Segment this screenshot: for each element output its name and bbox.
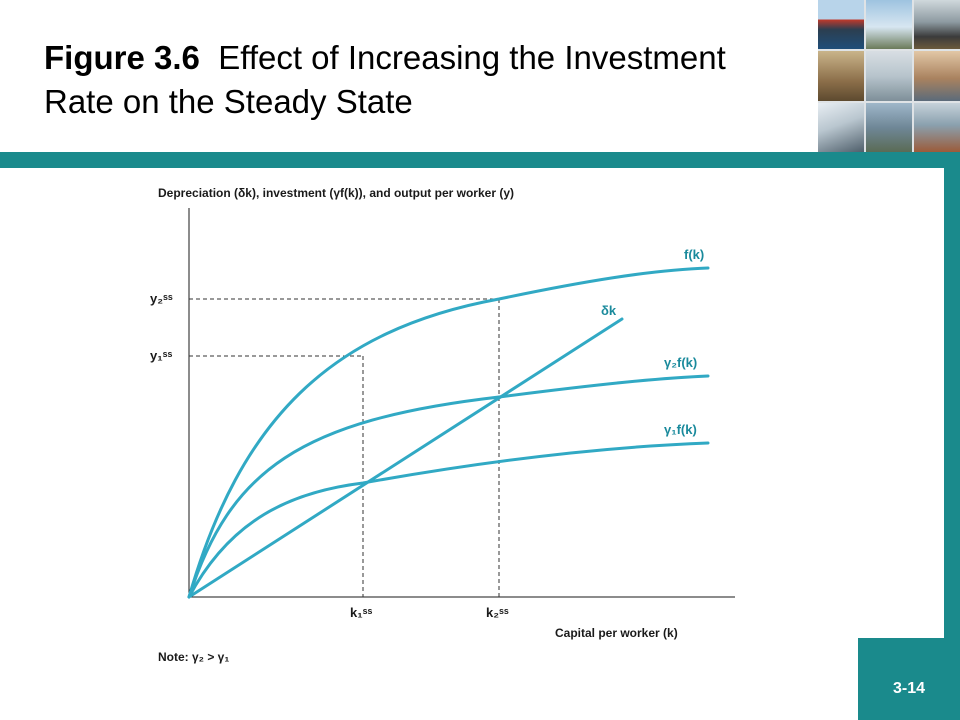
investment-high-label: γ₂f(k) bbox=[664, 355, 697, 370]
slide-number: 3-14 bbox=[892, 680, 926, 697]
figure-number: Figure 3.6 bbox=[44, 39, 200, 76]
bridge-icon bbox=[866, 102, 912, 152]
investment-high-curve bbox=[187, 374, 710, 599]
header-divider-bar bbox=[0, 152, 960, 168]
y2-tick-label: y₂ˢˢ bbox=[150, 291, 173, 306]
slide-number-box bbox=[858, 638, 960, 720]
animals-icon bbox=[818, 51, 864, 101]
x-axis-label: Capital per worker (k) bbox=[555, 626, 678, 640]
output-curve bbox=[187, 266, 710, 599]
rider-icon bbox=[914, 102, 960, 152]
depreciation-line bbox=[187, 317, 624, 599]
y1-tick-label: y₁ˢˢ bbox=[150, 348, 172, 363]
car-icon bbox=[866, 51, 912, 101]
investment-low-curve bbox=[187, 441, 710, 599]
ship-icon bbox=[818, 0, 864, 50]
slide-header: Figure 3.6 Effect of Increasing the Inve… bbox=[0, 0, 960, 152]
crane-icon bbox=[866, 0, 912, 50]
bullet-train-icon bbox=[818, 102, 864, 152]
people-icon bbox=[914, 51, 960, 101]
diagram-note: Note: γ₂ > γ₁ bbox=[158, 650, 229, 664]
k2-tick-label: k₂ˢˢ bbox=[486, 605, 509, 620]
right-border-bar bbox=[944, 168, 960, 720]
depreciation-line-label: δk bbox=[601, 303, 617, 318]
train-icon bbox=[914, 0, 960, 50]
investment-low-label: γ₁f(k) bbox=[664, 422, 697, 437]
slide-title: Figure 3.6 Effect of Increasing the Inve… bbox=[44, 36, 804, 124]
k1-tick-label: k₁ˢˢ bbox=[350, 605, 372, 620]
figure-caption: Effect of Increasing the Investment Rate… bbox=[44, 39, 726, 120]
y-axis-label: Depreciation (δk), investment (γf(k)), a… bbox=[158, 186, 514, 200]
transport-photo-collage bbox=[818, 0, 960, 152]
output-curve-label: f(k) bbox=[684, 247, 704, 262]
